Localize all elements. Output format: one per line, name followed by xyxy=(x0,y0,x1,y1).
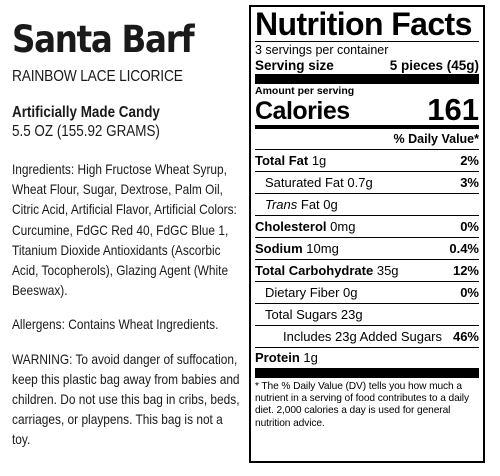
product-info: Santa Barf RAINBOW LACE LICORICE Artific… xyxy=(12,18,244,450)
nutrient-name: Total Sugars xyxy=(265,307,338,322)
serving-size-label: Serving size xyxy=(255,58,334,73)
nutrient-row-sodium: Sodium 10mg 0.4% xyxy=(255,237,479,259)
nutrient-amount: Fat 0g xyxy=(300,197,338,212)
nutrient-amount: 1g xyxy=(303,350,318,365)
nutrition-facts-panel: Nutrition Facts 3 servings per container… xyxy=(249,5,485,463)
nutrient-row-dietary-fiber: Dietary Fiber 0g 0% xyxy=(255,281,479,303)
ingredients-text: High Fructose Wheat Syrup, Wheat Flour, … xyxy=(12,161,237,299)
nutrient-dv: 3% xyxy=(460,175,479,190)
warning-block: WARNING: To avoid danger of suffocation,… xyxy=(12,350,240,448)
nutrient-name: Saturated Fat xyxy=(265,175,344,190)
nutrient-name: Trans xyxy=(265,197,298,212)
serving-size-value: 5 pieces (45g) xyxy=(389,58,479,73)
nutrient-amount: 10mg xyxy=(306,241,339,256)
ingredients-block: Ingredients: High Fructose Wheat Syrup, … xyxy=(12,159,242,300)
calories-label: Calories xyxy=(255,97,350,125)
serving-size-row: Serving size 5 pieces (45g) xyxy=(255,58,479,74)
nutrient-name: Cholesterol xyxy=(255,219,327,234)
nutrient-name: Sodium xyxy=(255,241,303,256)
daily-value-header: % Daily Value* xyxy=(393,132,479,146)
nutrient-name: Total Fat xyxy=(255,153,309,168)
nutrient-amount: 1g xyxy=(311,153,327,168)
product-name: Santa Barf xyxy=(12,18,195,61)
allergens-block: Allergens: Contains Wheat Ingredients. xyxy=(12,314,242,334)
nutrient-name: Includes 23g Added Sugars xyxy=(283,329,443,344)
nutrient-amount: 23g xyxy=(340,307,363,322)
nutrient-row-total-carbohydrate: Total Carbohydrate 35g 12% xyxy=(255,259,479,281)
ingredients-label: Ingredients: xyxy=(12,161,75,177)
nutrient-dv: 12% xyxy=(452,263,479,278)
nutrient-name: Total Carbohydrate xyxy=(255,263,374,278)
nutrient-dv: 0.4% xyxy=(449,241,479,256)
nutrient-dv: 2% xyxy=(460,153,479,168)
candy-type: Artificially Made Candy xyxy=(12,104,160,121)
nutrient-row-protein: Protein 1g xyxy=(255,347,479,368)
nutrient-amount: 0.7g xyxy=(347,175,373,190)
nutrient-row-trans-fat: Trans Fat 0g xyxy=(255,193,479,215)
nutrient-amount: 0g xyxy=(343,285,358,300)
nutrient-dv: 0% xyxy=(460,285,479,300)
nutrient-name: Dietary Fiber xyxy=(265,285,340,300)
nutrient-row-total-sugars: Total Sugars 23g xyxy=(255,303,479,325)
calories-value: 161 xyxy=(427,92,479,127)
nutrition-title: Nutrition Facts xyxy=(255,6,472,42)
allergens-text: Contains Wheat Ingredients. xyxy=(68,316,219,333)
net-weight: 5.5 OZ (155.92 GRAMS) xyxy=(12,123,160,140)
divider-thick xyxy=(255,368,479,378)
nutrient-amount: 35g xyxy=(376,263,399,278)
nutrient-dv: 0% xyxy=(460,219,479,234)
nutrient-row-saturated-fat: Saturated Fat 0.7g 3% xyxy=(255,171,479,193)
amount-per-serving: Amount per serving xyxy=(255,85,355,97)
divider-thick xyxy=(255,74,479,84)
divider xyxy=(255,41,479,42)
nutrient-row-cholesterol: Cholesterol 0mg 0% xyxy=(255,215,479,237)
calories-row: Calories 161 xyxy=(255,92,479,127)
nutrient-row-total-fat: Total Fat 1g 2% xyxy=(255,149,479,171)
product-subtitle: RAINBOW LACE LICORICE xyxy=(12,68,183,85)
allergens-label: Allergens: xyxy=(12,316,65,333)
servings-per-container: 3 servings per container xyxy=(255,43,389,57)
nutrient-amount: 0mg xyxy=(330,219,356,234)
nutrient-name: Protein xyxy=(255,350,300,365)
divider-medium xyxy=(255,125,479,129)
daily-value-footnote: * The % Daily Value (DV) tells you how m… xyxy=(255,381,469,429)
nutrient-dv: 46% xyxy=(452,329,479,344)
nutrient-row-added-sugars: Includes 23g Added Sugars 46% xyxy=(255,325,479,347)
